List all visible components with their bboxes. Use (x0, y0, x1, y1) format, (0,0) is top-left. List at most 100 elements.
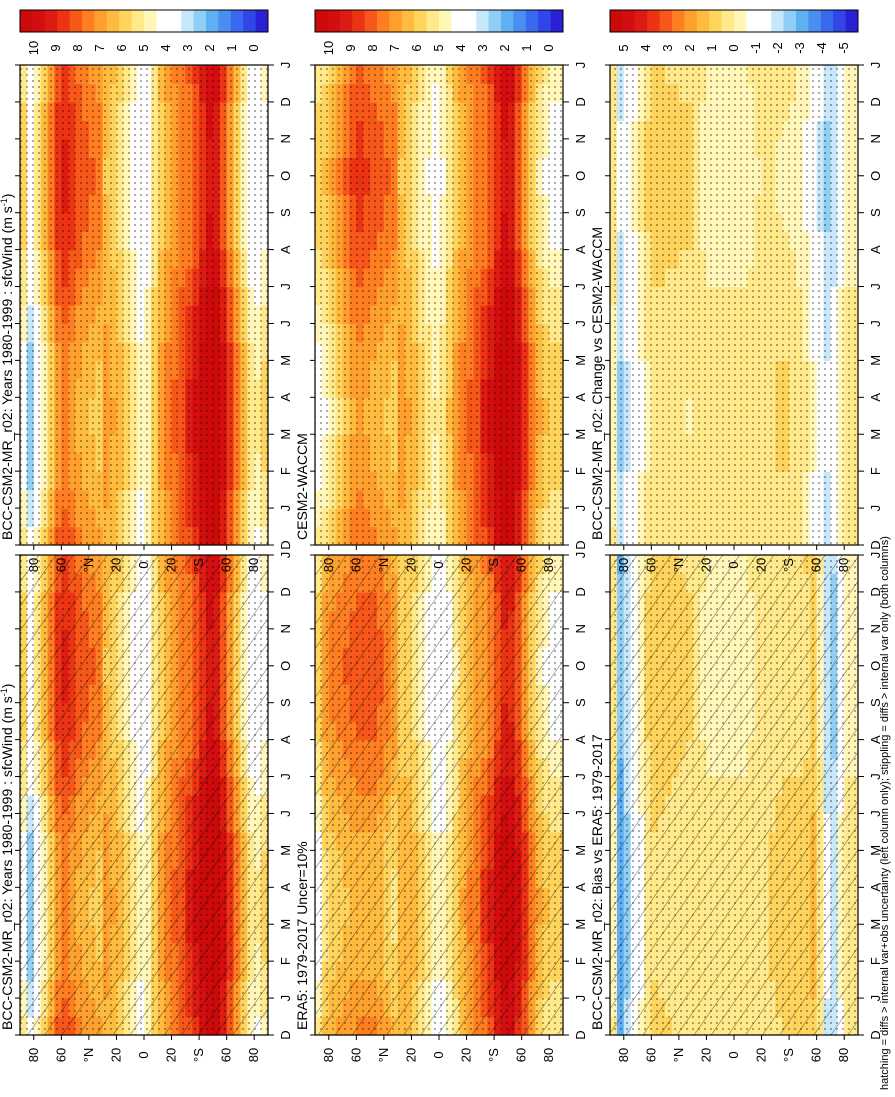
y-tick-label: 60 (514, 558, 529, 572)
y-tick-label: °N (376, 558, 391, 573)
colorbar-label: 1 (224, 44, 239, 51)
y-tick-label: 80 (26, 1048, 41, 1062)
x-tick-label: J (573, 773, 588, 780)
colorbar-label: 0 (541, 44, 556, 51)
x-tick-label: A (573, 735, 588, 744)
y-tick-label: 20 (459, 558, 474, 572)
x-tick-label: J (278, 283, 293, 290)
x-tick-label: N (278, 624, 293, 633)
colorbar-swatch (463, 10, 477, 32)
colorbar-swatch (315, 10, 328, 32)
y-tick-label: 20 (164, 558, 179, 572)
x-tick-label: M (278, 429, 293, 440)
colorbar-swatch (377, 10, 390, 32)
x-tick-label: O (278, 661, 293, 671)
colorbar-swatch (550, 10, 564, 32)
x-tick-label: N (278, 134, 293, 143)
x-tick-label: A (278, 393, 293, 402)
colorbar-swatch (426, 10, 440, 32)
x-tick-label: J (573, 505, 588, 512)
x-tick-label: F (573, 467, 588, 475)
colorbar-label: 8 (70, 44, 85, 51)
colorbar-swatch (32, 10, 46, 32)
x-tick-label: J (278, 995, 293, 1002)
x-tick-label: N (573, 624, 588, 633)
colorbar-swatch (193, 10, 207, 32)
colorbar-swatch (230, 10, 244, 32)
colorbar-swatch (181, 10, 195, 32)
y-tick-label: 60 (348, 1048, 363, 1062)
colorbar-label: 7 (92, 44, 107, 51)
colorbar-swatch (218, 10, 232, 32)
colorbar-swatch (106, 10, 120, 32)
colorbar-swatch (488, 10, 502, 32)
x-tick-label: S (573, 698, 588, 707)
x-tick-label: D (573, 587, 588, 596)
colorbar-swatch (439, 10, 452, 32)
y-tick-label: 0 (431, 561, 446, 568)
y-tick-label: °N (81, 1048, 96, 1063)
colorbar-swatch (94, 10, 108, 32)
x-tick-label: A (573, 883, 588, 892)
colorbar-swatch (144, 10, 157, 32)
colorbar-swatch (451, 10, 465, 32)
x-tick-label: M (573, 845, 588, 856)
colorbar-swatch (69, 10, 83, 32)
y-tick-label: °S (486, 1048, 501, 1062)
colorbar-label: 1 (519, 44, 534, 51)
colorbar-swatch (206, 10, 219, 32)
colorbar-label: 9 (48, 44, 63, 51)
colorbar-swatch (119, 10, 133, 32)
x-tick-label: M (573, 919, 588, 930)
y-tick-label: °N (376, 1048, 391, 1063)
y-tick-label: 20 (459, 1048, 474, 1062)
y-tick-label: 60 (348, 558, 363, 572)
x-tick-label: S (573, 208, 588, 217)
y-tick-label: 20 (164, 1048, 179, 1062)
colorbar-label: 5 (431, 44, 446, 51)
colorbar-label: 3 (180, 44, 195, 51)
x-tick-label: J (573, 552, 588, 559)
y-tick-label: 80 (26, 558, 41, 572)
colorbar-label: 10 (26, 41, 41, 55)
x-tick-label: M (278, 919, 293, 930)
x-tick-label: A (278, 883, 293, 892)
colorbar-swatch (352, 10, 366, 32)
y-tick-label: °S (486, 558, 501, 572)
colorbar-swatch (476, 10, 490, 32)
colorbar-swatch (44, 10, 58, 32)
y-tick-label: 60 (219, 558, 234, 572)
colorbar-label: 6 (114, 44, 129, 51)
y-tick-label: 20 (108, 1048, 123, 1062)
colorbar-swatch (57, 10, 71, 32)
x-tick-label: F (278, 467, 293, 475)
colorbar-swatch (131, 10, 145, 32)
x-tick-label: M (573, 429, 588, 440)
colorbar-swatch (525, 10, 539, 32)
y-tick-label: 0 (136, 561, 151, 568)
panel-title: BCC-CSM2-MR_r02: Years 1980-1999 : sfcWi… (0, 684, 15, 1030)
colorbar-label: 3 (475, 44, 490, 51)
x-tick-label: O (573, 661, 588, 671)
hatching-overlay (315, 555, 563, 1035)
colorbar-swatch (82, 10, 95, 32)
x-tick-label: A (573, 393, 588, 402)
colorbar-swatch (364, 10, 378, 32)
colorbar-swatch (243, 10, 257, 32)
y-tick-label: 60 (53, 558, 68, 572)
x-tick-label: D (278, 587, 293, 596)
x-tick-label: D (278, 1030, 293, 1039)
x-tick-label: J (278, 62, 293, 69)
y-tick-label: 20 (403, 1048, 418, 1062)
colorbar-swatch (327, 10, 341, 32)
x-tick-label: J (573, 283, 588, 290)
colorbar-label: 6 (409, 44, 424, 51)
colorbar-frame (19, 9, 269, 33)
colorbar-label: 8 (365, 44, 380, 51)
stippling-overlay (315, 65, 563, 545)
colorbar-frame (314, 9, 564, 33)
y-tick-label: °S (191, 1048, 206, 1062)
x-tick-label: D (278, 540, 293, 549)
